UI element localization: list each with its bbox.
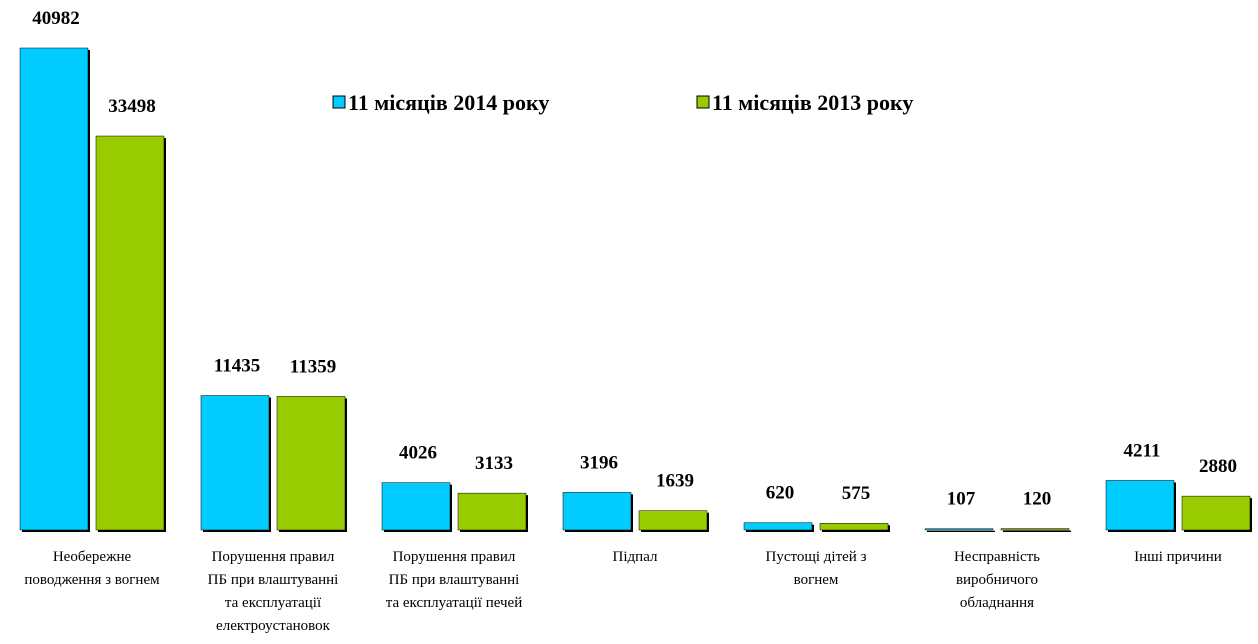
category-line: Необережне bbox=[53, 549, 132, 565]
bar-shadow bbox=[927, 530, 995, 532]
bar-shadow bbox=[1003, 530, 1071, 532]
bar bbox=[1181, 495, 1251, 531]
bar bbox=[924, 528, 994, 531]
value-label: 2880 bbox=[1199, 456, 1237, 477]
legend-swatch bbox=[332, 95, 346, 109]
value-label: 4211 bbox=[1124, 440, 1161, 461]
value-label: 4026 bbox=[399, 443, 437, 464]
category-line: електроустановок bbox=[216, 618, 331, 634]
bar bbox=[1000, 528, 1070, 531]
bar bbox=[457, 492, 527, 531]
value-label: 1639 bbox=[656, 471, 694, 492]
value-label: 11359 bbox=[290, 356, 336, 377]
value-label: 575 bbox=[842, 483, 871, 504]
category-line: ПБ при влаштуванні bbox=[208, 572, 339, 588]
category-label: Несправність виробничого обладнання bbox=[954, 549, 1040, 611]
bar bbox=[95, 135, 165, 531]
category-line: обладнання bbox=[960, 595, 1034, 611]
category-line: виробничого bbox=[956, 572, 1038, 588]
value-label: 107 bbox=[947, 489, 976, 510]
category-line: Порушення правил bbox=[212, 549, 335, 565]
bar bbox=[638, 510, 708, 531]
bar bbox=[200, 395, 270, 531]
category-line: та експлуатації bbox=[225, 595, 322, 611]
category-line: ПБ при влаштуванні bbox=[389, 572, 520, 588]
category-label: Пустощі дітей з вогнем bbox=[765, 549, 866, 588]
value-label: 11435 bbox=[214, 356, 260, 377]
bar bbox=[276, 396, 346, 531]
category-label: Порушення правил ПБ при влаштуванні та екс… bbox=[386, 549, 523, 611]
bar bbox=[19, 47, 89, 531]
category-label: Інші причини bbox=[1134, 549, 1222, 565]
category-label: Підпал bbox=[613, 549, 658, 565]
value-label: 620 bbox=[766, 483, 795, 504]
legend-label: 11 місяців 2013 року bbox=[712, 90, 913, 115]
legend-swatch bbox=[696, 95, 710, 109]
category-line: Інші причини bbox=[1134, 549, 1222, 565]
bar bbox=[819, 522, 889, 531]
bar bbox=[743, 522, 813, 531]
category-line: Пустощі дітей з bbox=[765, 549, 866, 565]
category-line: та експлуатації печей bbox=[386, 595, 523, 611]
bar bbox=[1105, 480, 1175, 531]
value-label: 40982 bbox=[32, 8, 80, 29]
value-label: 3196 bbox=[580, 452, 618, 473]
bar bbox=[381, 482, 451, 531]
category-label: Порушення правил ПБ при влаштуванні та екс… bbox=[208, 549, 339, 634]
legend-label: 11 місяців 2014 року bbox=[348, 90, 549, 115]
category-line: поводження з вогнем bbox=[24, 572, 160, 588]
bar bbox=[562, 492, 632, 531]
category-line: Порушення правил bbox=[393, 549, 516, 565]
category-line: Підпал bbox=[613, 549, 658, 565]
value-label: 33498 bbox=[108, 96, 156, 117]
value-label: 120 bbox=[1023, 489, 1052, 510]
category-label: Необережне поводження з вогнем bbox=[24, 549, 160, 588]
category-line: Несправність bbox=[954, 549, 1040, 565]
value-label: 3133 bbox=[475, 453, 513, 474]
category-line: вогнем bbox=[794, 572, 839, 588]
